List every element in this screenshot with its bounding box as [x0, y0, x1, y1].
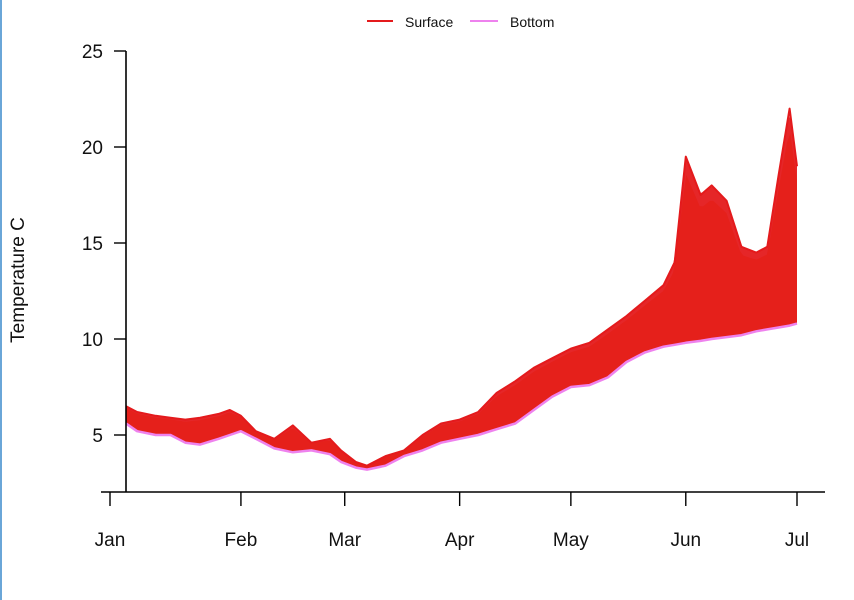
depth-band-0 — [126, 114, 797, 470]
y-axis-title: Temperature C — [8, 217, 29, 343]
x-tick-label: Mar — [328, 530, 361, 551]
legend: Surface Bottom — [367, 14, 554, 30]
depth-bands — [126, 114, 797, 470]
x-tick-label: Apr — [445, 530, 475, 551]
x-tick-label: Feb — [225, 530, 258, 551]
window-left-border — [0, 0, 2, 600]
ticks: 5 10 15 20 25 Jan Feb Mar Apr May Jun Jul — [82, 42, 809, 551]
y-tick-label: 10 — [82, 330, 103, 351]
x-tick-label: Jan — [95, 530, 126, 551]
y-tick-label: 20 — [82, 138, 103, 159]
series-line-surface — [125, 107, 798, 467]
y-tick-label: 25 — [82, 42, 103, 63]
legend-label-bottom: Bottom — [510, 14, 554, 30]
series-layer — [125, 107, 798, 471]
x-tick-label: May — [553, 530, 589, 551]
legend-label-surface: Surface — [405, 14, 453, 30]
x-tick-label: Jun — [670, 530, 701, 551]
y-tick-label: 15 — [82, 234, 103, 255]
axes — [101, 51, 825, 493]
series-line-bottom — [125, 322, 798, 471]
depth-band-11 — [126, 323, 797, 470]
x-tick-label: Jul — [785, 530, 809, 551]
y-tick-label: 5 — [92, 426, 103, 447]
